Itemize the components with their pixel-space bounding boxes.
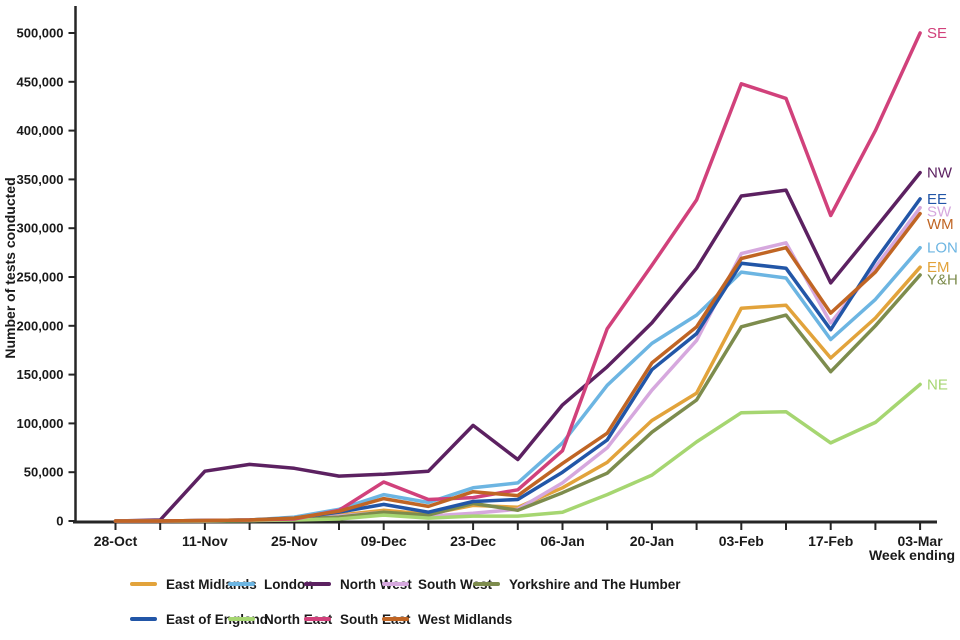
legend-item-sw: South West — [382, 574, 492, 594]
x-tick-label: 09-Dec — [361, 533, 407, 549]
y-tick-label: 100,000 — [17, 416, 64, 431]
legend-label: West Midlands — [418, 611, 513, 627]
legend-swatch-em — [130, 582, 157, 586]
legend-item-nw: North West — [304, 574, 412, 594]
y-tick-label: 350,000 — [17, 172, 64, 187]
x-tick-label: 25-Nov — [271, 533, 318, 549]
series-line-ee — [113, 197, 922, 523]
series-end-label-ee: EE — [927, 191, 947, 208]
legend-item-wm: West Midlands — [382, 609, 512, 629]
legend-item-se: South East — [304, 609, 411, 629]
series-line-sw — [113, 205, 922, 523]
series-end-label-wm: WM — [927, 216, 954, 233]
series-end-label-lon: LON — [927, 240, 958, 257]
legend-swatch-sw — [382, 582, 409, 586]
x-tick-label: 20-Jan — [630, 533, 674, 549]
y-tick-label: 200,000 — [17, 318, 64, 333]
series-end-label-nw: NW — [927, 165, 953, 182]
legend-item-em: East Midlands — [130, 574, 257, 594]
legend-swatch-yh — [473, 582, 500, 586]
series-line-wm — [113, 211, 922, 523]
plot-layer: 0 50,000 100,000 150,000 200,000 250,000 300,0… — [17, 6, 958, 549]
series-line-se — [113, 31, 922, 523]
y-tick-label: 500,000 — [17, 26, 64, 41]
legend-label: East Midlands — [166, 576, 257, 592]
series-end-label-se: SE — [927, 25, 947, 42]
legend-item-ee: East of England — [130, 609, 268, 629]
legend-label: East of England — [166, 611, 269, 627]
x-tick-label: 28-Oct — [94, 533, 138, 549]
series-end-label-sw: SW — [927, 203, 952, 220]
chart-legend: East Midlands London North West South West Y… — [0, 566, 960, 640]
y-tick-label: 50,000 — [24, 465, 64, 480]
series-end-label-em: EM — [927, 259, 950, 276]
legend-swatch-ne — [228, 617, 255, 621]
legend-swatch-wm — [382, 617, 409, 621]
tests-line-chart: Number of tests conducted Week ending 0 5… — [2, 6, 958, 563]
legend-swatch-se — [304, 617, 331, 621]
legend-swatch-ee — [130, 617, 157, 621]
legend-label: Yorkshire and The Humber — [509, 576, 681, 592]
y-tick-label: 250,000 — [17, 270, 64, 285]
y-axis-title: Number of tests conducted — [2, 177, 18, 358]
x-axis-title: Week ending — [869, 547, 955, 563]
x-tick-label: 03-Feb — [719, 533, 764, 549]
legend-label: South West — [418, 576, 492, 592]
legend-label: North East — [264, 611, 333, 627]
series-end-label-yh: Y&H — [927, 272, 958, 289]
legend-item-yh: Yorkshire and The Humber — [473, 574, 681, 594]
legend-label: North West — [340, 576, 412, 592]
x-tick-label: 06-Jan — [540, 533, 584, 549]
y-tick-label: 150,000 — [17, 367, 64, 382]
y-tick-label: 450,000 — [17, 74, 64, 89]
y-tick-label: 300,000 — [17, 221, 64, 236]
series-line-nw — [113, 170, 922, 523]
legend-swatch-lon — [228, 582, 255, 586]
series-end-label-ne: NE — [927, 376, 948, 393]
y-tick-label: 400,000 — [17, 123, 64, 138]
x-tick-label: 11-Nov — [182, 533, 228, 549]
legend-swatch-nw — [304, 582, 331, 586]
legend-item-ne: North East — [228, 609, 332, 629]
x-tick-label: 23-Dec — [450, 533, 496, 549]
x-tick-label: 03-Mar — [898, 533, 944, 549]
y-tick-label: 0 — [56, 514, 63, 529]
legend-label: South East — [340, 611, 411, 627]
legend-item-lon: London — [228, 574, 313, 594]
legend-label: London — [264, 576, 314, 592]
x-tick-label: 17-Feb — [808, 533, 853, 549]
